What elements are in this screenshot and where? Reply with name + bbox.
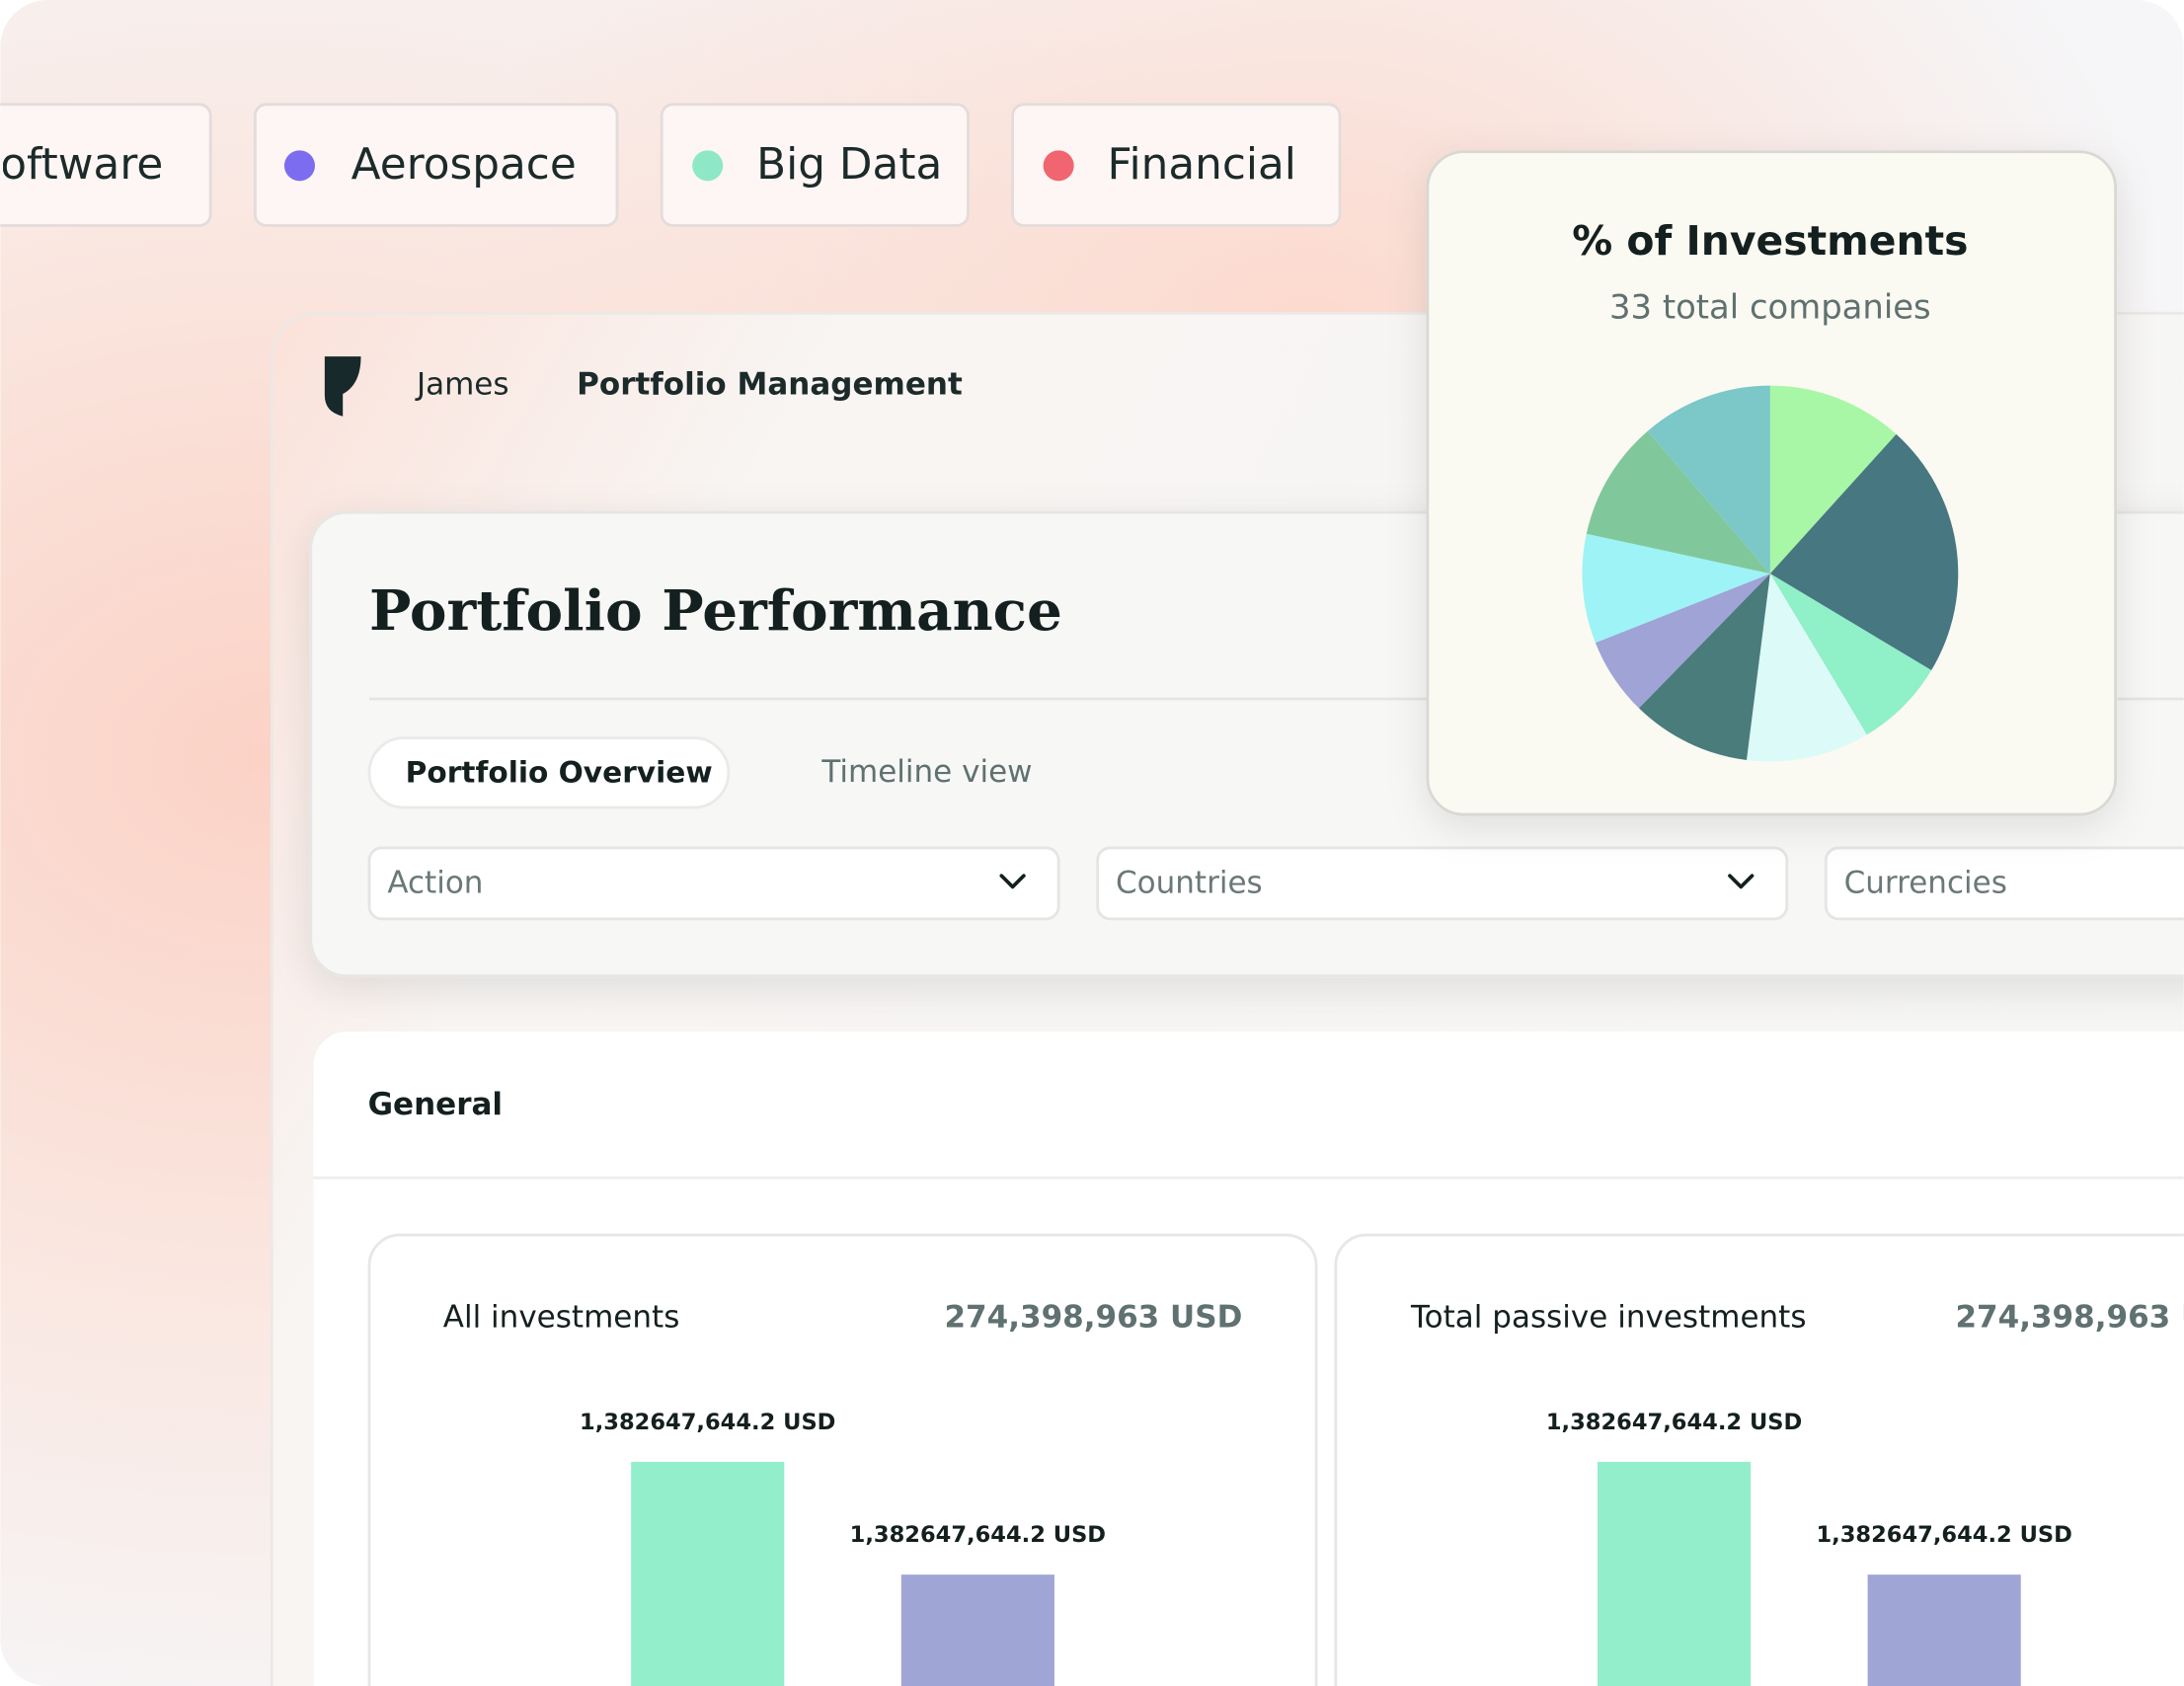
- card-frame: [1334, 1233, 2184, 1686]
- tag-dot: [692, 150, 724, 182]
- dropdown[interactable]: [1824, 846, 2184, 921]
- dropdown[interactable]: [367, 846, 1060, 921]
- card-frame: [367, 1233, 1318, 1686]
- bar: [631, 1461, 785, 1686]
- pie-slice: [1586, 430, 1770, 575]
- pie-slice: [1595, 574, 1770, 709]
- chart-title: % of Investments: [1572, 217, 1968, 265]
- pie-slice: [1638, 574, 1770, 760]
- pie-card: % of Investments 33 total companies: [1426, 150, 2118, 816]
- pie-slice: [1769, 433, 1959, 671]
- dropdown[interactable]: [1096, 846, 1789, 921]
- card-total: 274,398,963 USD: [944, 1300, 1242, 1336]
- tag[interactable]: [660, 103, 970, 227]
- bar: [900, 1574, 1054, 1686]
- tag[interactable]: [1011, 103, 1342, 227]
- logo[interactable]: [324, 356, 361, 417]
- tab-label[interactable]: Timeline view: [820, 754, 1032, 790]
- tag-label: Aerospace: [351, 139, 577, 190]
- pie-slice: [1747, 574, 1867, 762]
- tab-label: Portfolio Overview: [406, 756, 713, 790]
- investment-card: Total passive investments 274,398,963 US…: [1334, 1233, 2184, 1686]
- tag-label: Software: [0, 139, 163, 190]
- bar: [1867, 1574, 2021, 1686]
- chevron: [999, 874, 1026, 889]
- card-title: All investments: [443, 1300, 680, 1336]
- dropdown-label: Countries: [1116, 866, 1263, 901]
- bar-label: 1,382647,644.2 USD: [580, 1410, 835, 1435]
- pie-slice: [1769, 385, 1897, 575]
- tag-dot: [1043, 150, 1074, 182]
- tab-active[interactable]: [367, 736, 731, 809]
- tag-label: Big Data: [756, 139, 942, 190]
- section-title[interactable]: Portfolio Management: [577, 367, 963, 403]
- user-name[interactable]: James: [415, 367, 509, 403]
- pie-slice: [1647, 385, 1770, 575]
- bar: [1597, 1461, 1752, 1686]
- pie-slice: [1769, 574, 1932, 735]
- bar-label: 1,382647,644.2 USD: [850, 1522, 1106, 1548]
- tag-label: Financial: [1108, 139, 1296, 190]
- pie-slice: [1582, 533, 1770, 644]
- general-title: General: [368, 1087, 503, 1122]
- card-title: Total passive investments: [1410, 1300, 1807, 1336]
- bar-label: 1,382647,644.2 USD: [1816, 1522, 2071, 1548]
- tags: Software Aerospace Big Data Financial: [0, 103, 1342, 227]
- dropdown-label: Currencies: [1844, 866, 2007, 901]
- performance-title: Portfolio Performance: [369, 578, 1062, 644]
- tag-dot: [283, 150, 315, 182]
- investment-card: All investments 274,398,963 USD 1,382647…: [367, 1233, 1318, 1686]
- dropdown-label: Action: [387, 866, 483, 901]
- tag[interactable]: [253, 103, 619, 227]
- chart-subtitle: 33 total companies: [1609, 288, 1931, 327]
- card-total: 274,398,963 USD: [1955, 1300, 2184, 1336]
- chevron: [1728, 874, 1755, 889]
- tag[interactable]: [0, 103, 212, 227]
- bar-label: 1,382647,644.2 USD: [1546, 1410, 1802, 1435]
